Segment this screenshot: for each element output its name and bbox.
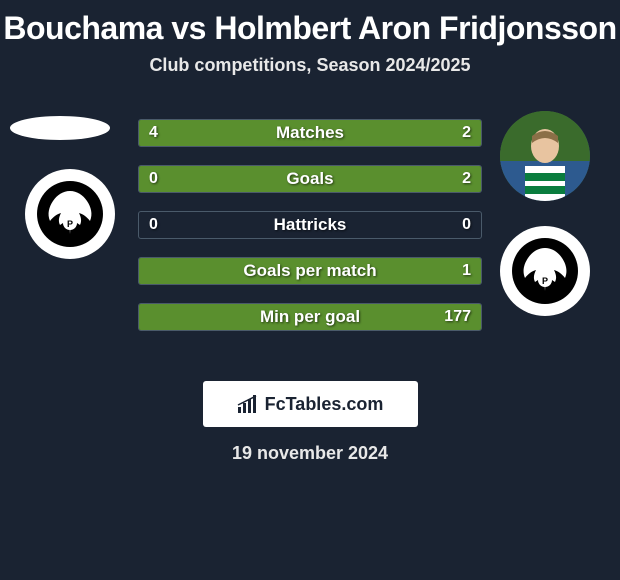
stat-label: Goals bbox=[286, 169, 333, 189]
bar-chart-icon bbox=[237, 395, 259, 413]
stat-row: 4 Matches 2 bbox=[138, 119, 482, 147]
svg-text:P: P bbox=[67, 219, 73, 229]
comparison-card: Bouchama vs Holmbert Aron Fridjonsson Cl… bbox=[0, 0, 620, 474]
branding-text: FcTables.com bbox=[265, 394, 384, 415]
stat-row: 0 Goals 2 bbox=[138, 165, 482, 193]
stat-label: Goals per match bbox=[243, 261, 376, 281]
subtitle: Club competitions, Season 2024/2025 bbox=[0, 55, 620, 76]
main-comparison-area: P P bbox=[0, 101, 620, 371]
club-left-badge: P bbox=[25, 169, 115, 259]
stat-value-right: 2 bbox=[462, 170, 471, 188]
branding-badge: FcTables.com bbox=[203, 381, 418, 427]
stat-value-left: 0 bbox=[149, 170, 158, 188]
stat-value-left: 0 bbox=[149, 216, 158, 234]
stat-label: Matches bbox=[276, 123, 344, 143]
stat-value-right: 0 bbox=[462, 216, 471, 234]
eagle-icon: P bbox=[510, 236, 580, 306]
player-left-avatar bbox=[10, 116, 110, 140]
svg-text:P: P bbox=[542, 276, 548, 286]
page-title: Bouchama vs Holmbert Aron Fridjonsson bbox=[0, 10, 620, 47]
player-photo-icon bbox=[500, 111, 590, 201]
date-label: 19 november 2024 bbox=[0, 443, 620, 464]
stat-label: Hattricks bbox=[274, 215, 347, 235]
stat-row: 0 Hattricks 0 bbox=[138, 211, 482, 239]
stat-value-right: 1 bbox=[462, 262, 471, 280]
stat-row: Min per goal 177 bbox=[138, 303, 482, 331]
club-right-badge: P bbox=[500, 226, 590, 316]
stat-label: Min per goal bbox=[260, 307, 360, 327]
player-right-avatar bbox=[500, 111, 590, 201]
stat-value-right: 177 bbox=[444, 308, 471, 326]
stats-bars: 4 Matches 2 0 Goals 2 0 Hattricks 0 bbox=[138, 119, 482, 349]
stat-row: Goals per match 1 bbox=[138, 257, 482, 285]
stat-value-left: 4 bbox=[149, 124, 158, 142]
eagle-icon: P bbox=[35, 179, 105, 249]
stat-value-right: 2 bbox=[462, 124, 471, 142]
